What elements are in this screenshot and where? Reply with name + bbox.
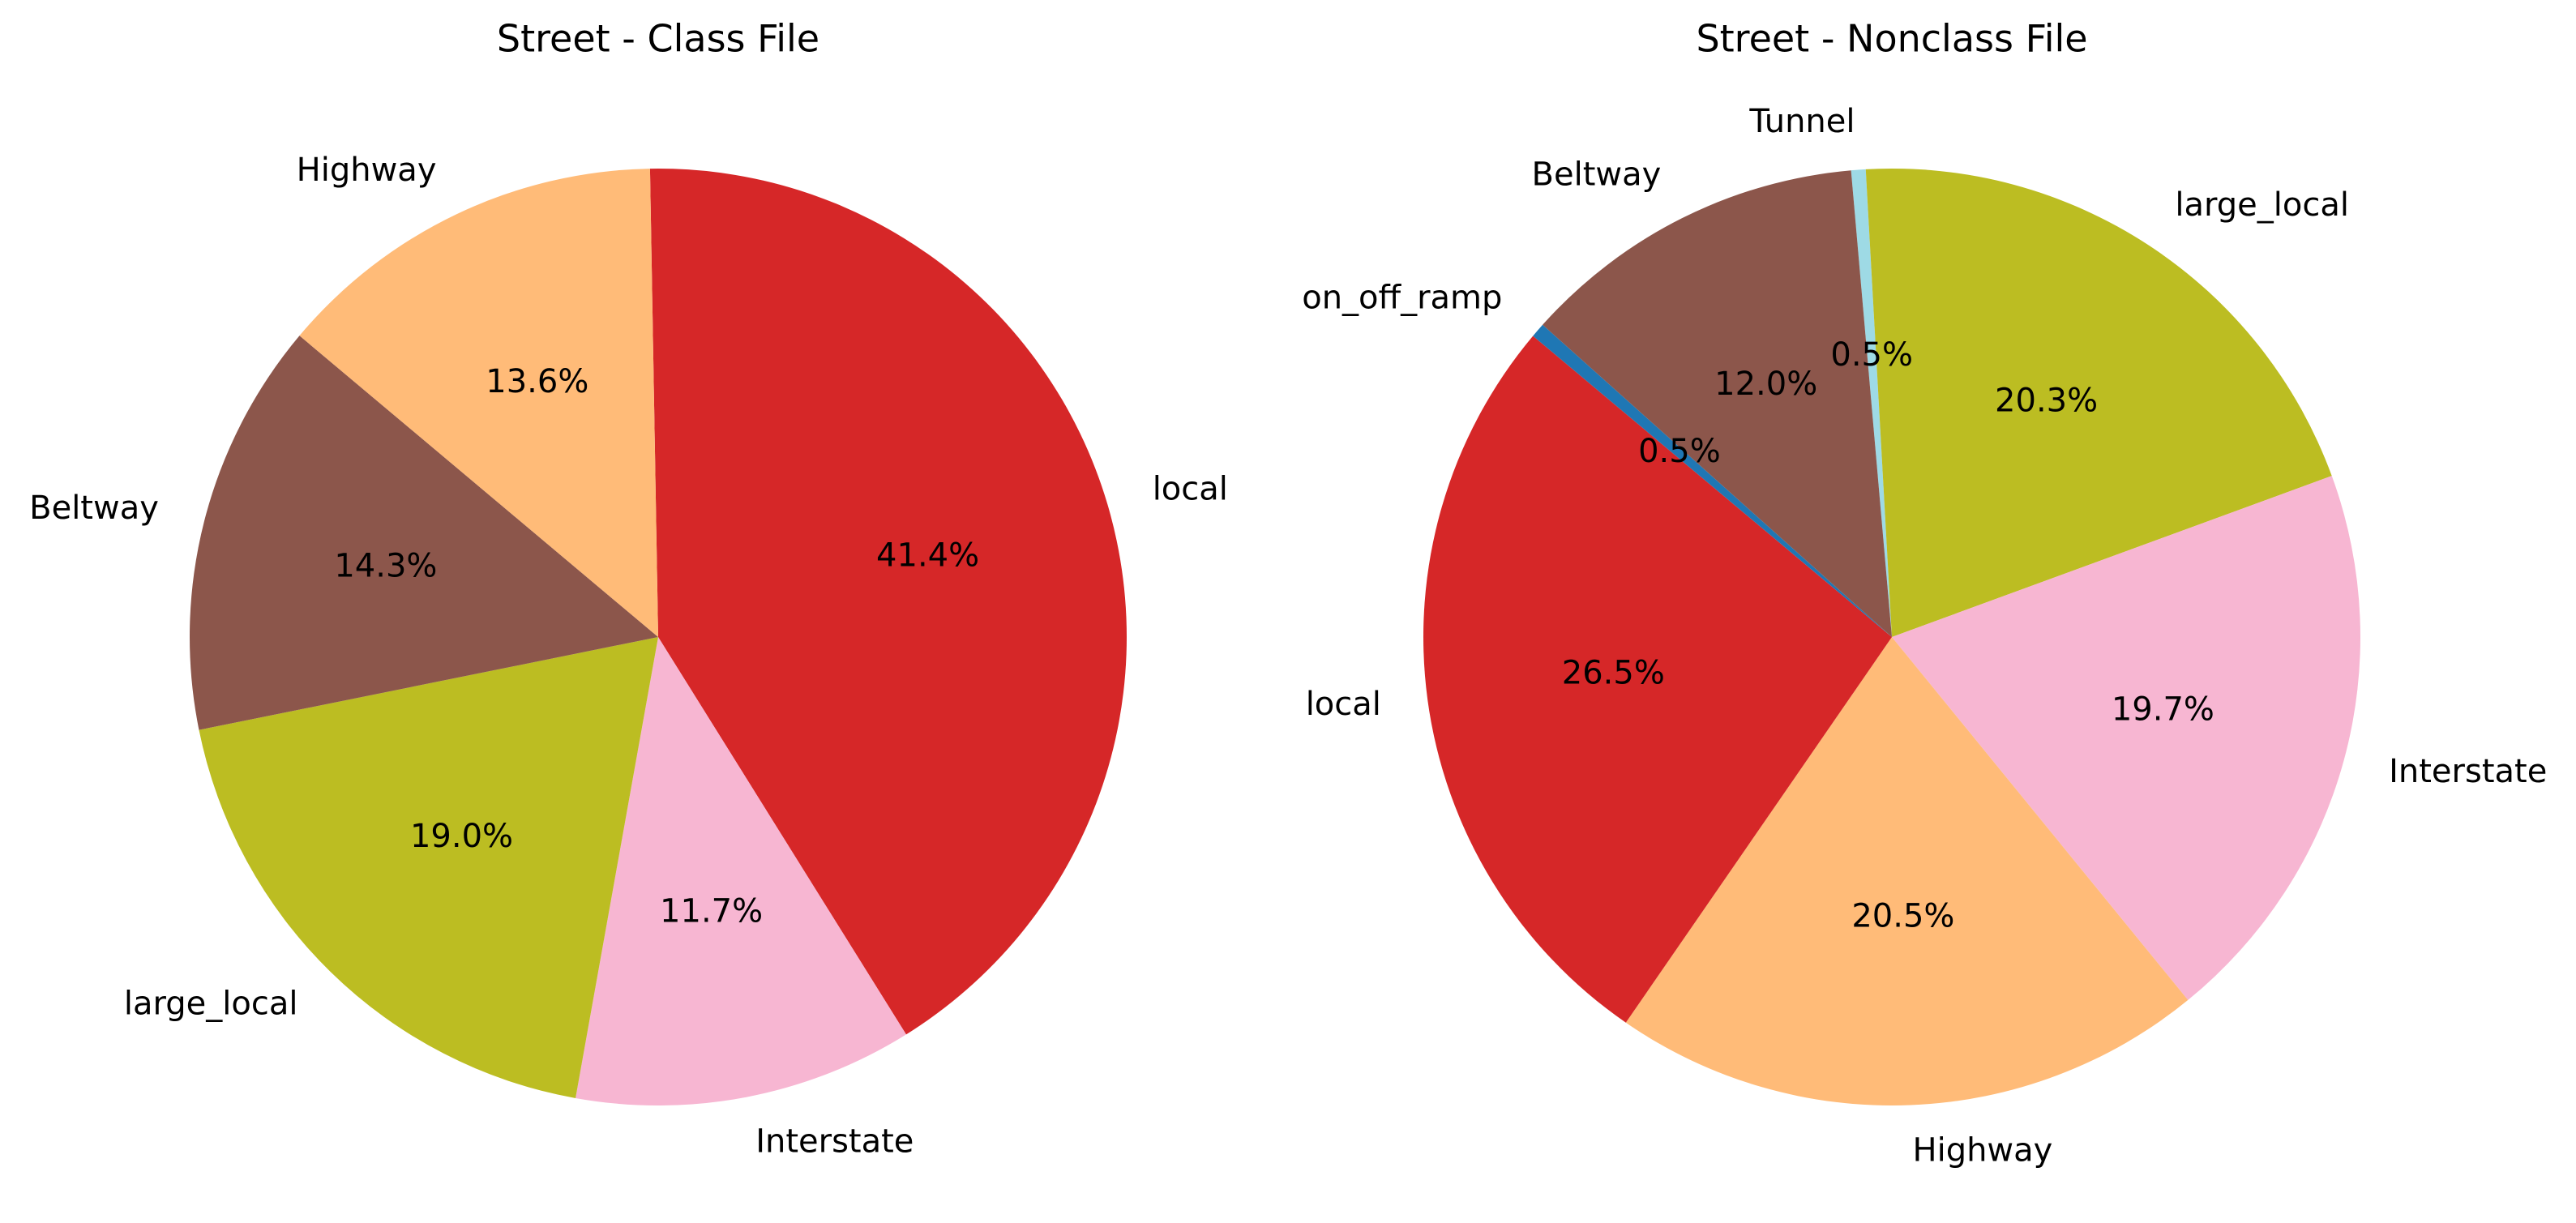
slice-label-beltway: Beltway: [29, 490, 159, 527]
slice-label-interstate: Interstate: [755, 1123, 914, 1160]
pie-slice-large-local: [199, 637, 659, 1098]
pie-labels: local 41.4% Interstate 11.7% large_local 19.0…: [29, 152, 1228, 1160]
percent-label-interstate: 11.7%: [660, 893, 763, 930]
percent-label-highway: 20.5%: [1851, 898, 1954, 935]
slice-label-on-off-ramp: on_off_ramp: [1302, 280, 1502, 317]
percent-label-local: 41.4%: [876, 537, 979, 575]
pie-slice-beltway: [1543, 170, 1892, 637]
pie-slice-interstate: [1892, 476, 2361, 1000]
slice-label-interstate: Interstate: [2389, 753, 2547, 790]
pie-slice-tunnel: [1851, 169, 1892, 637]
pie-slice-highway: [1625, 637, 2189, 1105]
percent-label-on-off-ramp: 0.5%: [1638, 433, 1721, 470]
pie-slices: [189, 169, 1128, 1106]
slice-label-large-local: large_local: [2175, 186, 2349, 224]
slice-label-highway: Highway: [297, 152, 437, 189]
slice-label-local: local: [1306, 686, 1381, 723]
slice-label-large-local: large_local: [124, 986, 298, 1023]
percent-label-large-local: 20.3%: [1995, 382, 2098, 419]
pie-slice-beltway: [189, 336, 659, 730]
percent-label-beltway: 14.3%: [334, 547, 437, 584]
pie-chart-class-file: Street - Class File local 41.4% Interstate…: [29, 17, 1228, 1161]
slice-label-local: local: [1153, 471, 1228, 508]
chart-title: Street - Class File: [497, 17, 819, 61]
pie-slices: [1423, 168, 2361, 1105]
percent-label-tunnel: 0.5%: [1830, 336, 1913, 374]
pie-slice-on-off-ramp: [1533, 324, 1892, 637]
chart-title: Street - Nonclass File: [1696, 17, 2087, 61]
percent-label-beltway: 12.0%: [1714, 366, 1817, 403]
pie-slice-local: [649, 169, 1128, 1035]
slice-label-highway: Highway: [1913, 1131, 2053, 1169]
pie-slice-highway: [299, 169, 658, 638]
slice-label-tunnel: Tunnel: [1748, 103, 1855, 140]
slice-label-beltway: Beltway: [1532, 156, 1662, 194]
percent-label-local: 26.5%: [1562, 655, 1665, 692]
pie-chart-nonclass-file: Street - Nonclass File Tunnel 0.5% large_l…: [1302, 17, 2547, 1170]
pie-labels: Tunnel 0.5% large_local 20.3% Interstate 19.7…: [1302, 103, 2547, 1170]
percent-label-interstate: 19.7%: [2112, 691, 2214, 729]
percent-label-highway: 13.6%: [486, 363, 588, 400]
pie-slice-large-local: [1865, 168, 2332, 638]
percent-label-large-local: 19.0%: [410, 818, 513, 855]
pie-slice-interstate: [576, 637, 906, 1106]
pie-slice-local: [1423, 336, 1892, 1023]
